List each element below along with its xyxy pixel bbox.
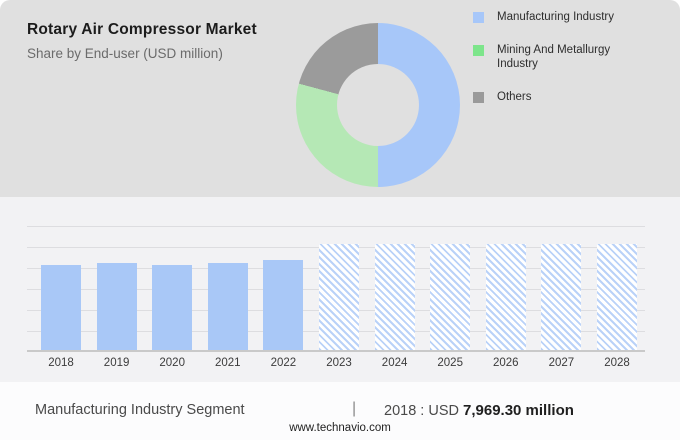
legend-item: Manufacturing Industry [473, 10, 652, 24]
year-label-2024: 2024 [381, 357, 408, 369]
legend-swatch-icon [473, 12, 484, 23]
donut-chart [296, 23, 460, 187]
year-label-2023: 2023 [326, 357, 352, 369]
year-label-2025: 2025 [437, 357, 463, 369]
donut-hole [337, 64, 419, 146]
caption-separator: | [352, 400, 357, 417]
legend-label: Mining And Metallurgy Industry [497, 44, 611, 70]
bar-chart-panel: 2018 2019 2020 2021 2022 2023 2024 2025 2026 2027… [0, 197, 680, 382]
bar-2022 [263, 260, 304, 350]
bar-2020 [152, 265, 193, 350]
year-label-2021: 2021 [215, 357, 241, 369]
year-label-2019: 2019 [103, 357, 130, 369]
legend-label: Others [497, 91, 532, 103]
bar-2021 [207, 263, 248, 350]
year-label-2022: 2022 [270, 357, 297, 369]
legend-item: Others [473, 90, 652, 104]
caption-band: Manufacturing Industry Segment | 2018 : … [0, 382, 680, 440]
legend-swatch-icon [473, 45, 484, 56]
caption-value-bold: 7,969.30 million [463, 402, 574, 419]
legend-item: Mining And Metallurgy Industry [473, 43, 652, 71]
bar-2027 [541, 244, 582, 350]
caption-value-prefix: 2018 : USD [384, 403, 463, 419]
year-label-2027: 2027 [548, 357, 575, 369]
bar-2019 [96, 263, 137, 350]
x-axis-labels: 2018 2019 2020 2021 2022 2023 2024 2025 2026 2027… [27, 357, 645, 373]
bar-2018 [41, 265, 81, 350]
page-subtitle: Share by End-user (USD million) [27, 46, 223, 61]
legend-label: Manufacturing Industry [497, 11, 614, 23]
year-label-2026: 2026 [493, 357, 519, 369]
header-panel: Rotary Air Compressor Market Share by En… [0, 0, 680, 197]
bar-2025 [430, 244, 471, 350]
year-label-2018: 2018 [48, 357, 74, 369]
year-label-2020: 2020 [159, 357, 185, 369]
bar-2024 [374, 244, 415, 350]
year-label-2028: 2028 [604, 357, 630, 369]
chart-legend: Manufacturing Industry Mining And Metallu… [473, 10, 652, 123]
gridline [27, 226, 645, 227]
bar-2023 [319, 244, 359, 350]
website-url: www.technavio.com [289, 422, 391, 434]
caption-value: 2018 : USD 7,969.30 million [384, 402, 574, 419]
page-title: Rotary Air Compressor Market [27, 21, 257, 38]
caption-segment-label: Manufacturing Industry Segment [35, 402, 245, 418]
legend-swatch-icon [473, 92, 484, 103]
bar-chart-plot-area [27, 226, 645, 352]
bar-2026 [485, 244, 526, 350]
bar-2028 [597, 244, 637, 350]
